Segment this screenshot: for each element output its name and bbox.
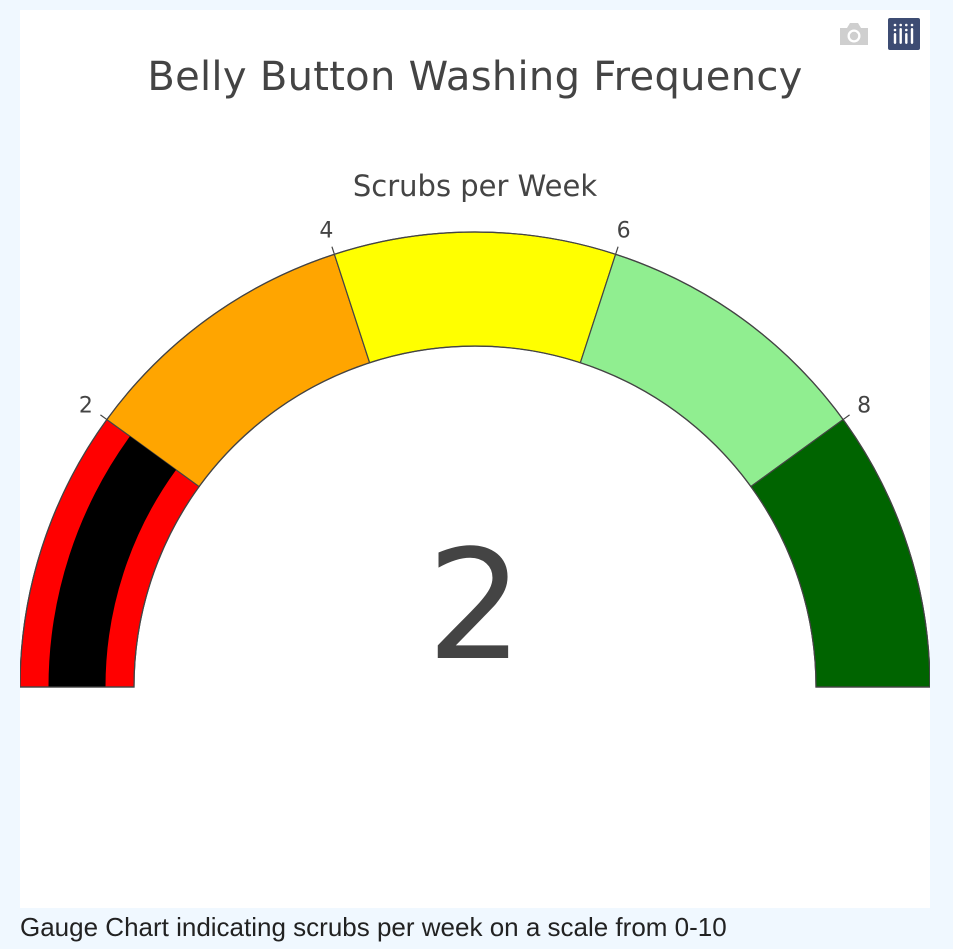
gauge-value: 2 (427, 517, 524, 694)
chart-caption: Gauge Chart indicating scrubs per week o… (20, 912, 727, 942)
gauge-svg: Scrubs per Week 2 4 6 8 2 (20, 169, 930, 694)
gauge-subtitle: Scrubs per Week (353, 169, 597, 203)
gauge-tick-mark-2 (615, 246, 619, 255)
download-plot-button[interactable] (836, 18, 872, 50)
chart-title: Belly Button Washing Frequency (147, 54, 803, 100)
gauge-value-bar (48, 436, 177, 687)
gauge-tick-label-1: 4 (319, 219, 333, 244)
gauge-tick-mark-0 (100, 414, 108, 421)
gauge-chart-card: Belly Button Washing Frequency Scrubs pe… (20, 10, 930, 908)
modebar (836, 18, 922, 50)
gauge-outline (20, 231, 930, 688)
gauge-tick-mark-1 (331, 246, 335, 255)
gauge-tick-mark-3 (842, 414, 850, 421)
plotly-logo-button[interactable] (886, 18, 922, 50)
gauge-ticks: 2 4 6 8 (79, 219, 871, 421)
gauge-border (20, 231, 930, 688)
plotly-logo-icon (888, 18, 920, 50)
gauge-value-bar-fill (48, 436, 177, 687)
camera-icon (840, 23, 868, 45)
gauge-tick-label-3: 8 (857, 393, 871, 418)
gauge-tick-label-0: 2 (79, 393, 93, 418)
gauge-tick-label-2: 6 (617, 219, 631, 244)
gauge-step-2 (333, 231, 617, 364)
